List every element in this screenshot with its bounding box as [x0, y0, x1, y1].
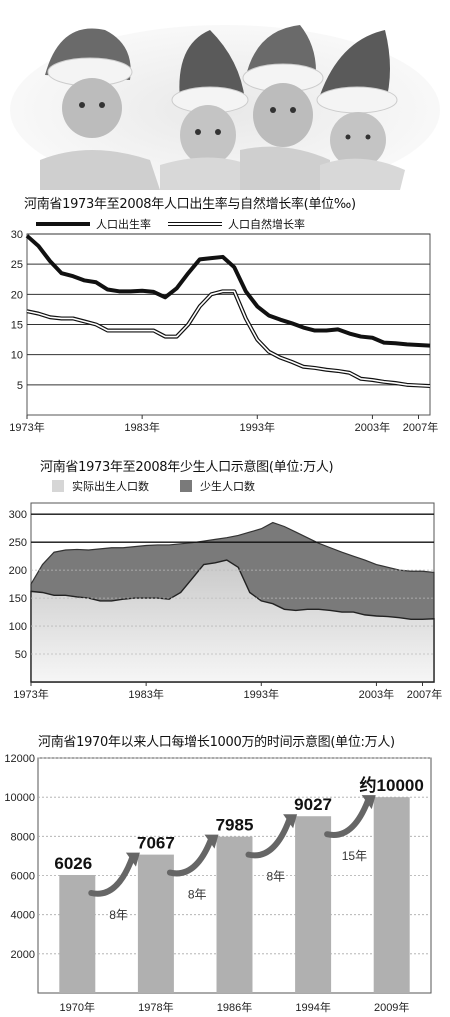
interval-label: 8年 — [109, 908, 128, 922]
chart1-legend: 人口出生率 人口自然增长率 — [36, 217, 305, 231]
legend-growth-rate-label: 人口自然增长率 — [228, 217, 305, 231]
birth-rate-chart: 人口出生率 人口自然增长率 30 25 20 15 10 5 1973年 1983年 1993… — [9, 217, 438, 434]
legend-fewer-births-swatch — [180, 480, 192, 492]
x-tick-label: 1993年 — [240, 420, 275, 434]
y-tick-label: 12000 — [4, 753, 35, 765]
bar-1978年 — [137, 854, 174, 993]
bar-1994年 — [295, 816, 332, 993]
x-tick-label: 2007年 — [407, 687, 442, 701]
growth-arrow — [166, 837, 214, 877]
y-tick-label: 30 — [11, 229, 23, 241]
bar-value-label: 7067 — [137, 834, 175, 853]
y-tick-label: 2000 — [11, 949, 35, 961]
interval-label: 8年 — [266, 870, 285, 884]
population-bar-chart: 12000 10000 8000 6000 4000 2000 1970年 1978年 198… — [4, 753, 432, 1014]
y-tick-label: 6000 — [11, 871, 35, 883]
y-tick-label: 5 — [17, 380, 23, 392]
growth-arrowhead — [283, 814, 298, 829]
y-tick-label: 15 — [11, 320, 23, 332]
y-tick-label: 100 — [9, 621, 27, 633]
y-tick-label: 10 — [11, 350, 23, 362]
x-tick-label: 1983年 — [128, 687, 163, 701]
x-tick-label: 1983年 — [124, 420, 159, 434]
babies-photo — [0, 0, 450, 190]
interval-label: 8年 — [188, 888, 207, 902]
growth-arrow — [245, 817, 293, 859]
y-tick-label: 150 — [9, 593, 27, 605]
bar-value-label: 6026 — [54, 854, 92, 873]
legend-actual-births-label: 实际出生人口数 — [72, 479, 149, 493]
y-tick-label: 10000 — [4, 792, 35, 804]
chart3-title: 河南省1970年以来人口每增长1000万的时间示意图(单位:万人) — [38, 735, 395, 750]
growth-arrow — [88, 855, 135, 897]
growth-rate-line — [26, 290, 431, 387]
interval-label: 15年 — [342, 849, 367, 863]
bar-value-label: 约10000 — [360, 775, 424, 795]
x-tick-label: 1970年 — [60, 1000, 95, 1014]
x-tick-label: 2007年 — [403, 420, 438, 434]
y-tick-label: 200 — [9, 565, 27, 577]
x-tick-label: 1973年 — [9, 420, 44, 434]
population-area-chart: 实际出生人口数 少生人口数 300 250 200 150 100 50 1973年 198… — [9, 479, 443, 701]
x-tick-label: 1993年 — [244, 687, 279, 701]
x-tick-label: 1986年 — [217, 1000, 252, 1014]
x-tick-label: 2003年 — [359, 687, 394, 701]
legend-fewer-births-label: 少生人口数 — [200, 479, 255, 493]
x-tick-label: 1994年 — [295, 1000, 330, 1014]
y-tick-label: 8000 — [11, 831, 35, 843]
x-tick-label: 2003年 — [355, 420, 390, 434]
growth-arrowhead — [361, 795, 376, 810]
bar-2009年 — [373, 797, 410, 993]
birth-rate-line — [25, 234, 431, 348]
y-tick-label: 300 — [9, 509, 27, 521]
legend-actual-births-swatch — [52, 480, 64, 492]
y-tick-label: 50 — [15, 649, 27, 661]
growth-arrowhead — [204, 834, 219, 849]
bar-value-label: 9027 — [294, 795, 332, 814]
growth-arrowhead — [125, 852, 140, 867]
chart1-title: 河南省1973年至2008年人口出生率与自然增长率(单位‰) — [24, 197, 356, 212]
legend-birth-rate-label: 人口出生率 — [96, 217, 151, 231]
chart2-legend: 实际出生人口数 少生人口数 — [52, 479, 255, 493]
y-tick-label: 4000 — [11, 910, 35, 922]
chart2-title: 河南省1973年至2008年少生人口示意图(单位:万人) — [40, 460, 334, 475]
y-tick-label: 20 — [11, 289, 23, 301]
y-tick-label: 250 — [9, 537, 27, 549]
bar-1986年 — [216, 836, 253, 993]
x-tick-label: 1978年 — [138, 1000, 173, 1014]
growth-arrow — [324, 798, 371, 839]
y-tick-label: 25 — [11, 259, 23, 271]
x-tick-label: 2009年 — [374, 1000, 409, 1014]
bar-value-label: 7985 — [216, 816, 254, 835]
x-tick-label: 1973年 — [13, 687, 48, 701]
